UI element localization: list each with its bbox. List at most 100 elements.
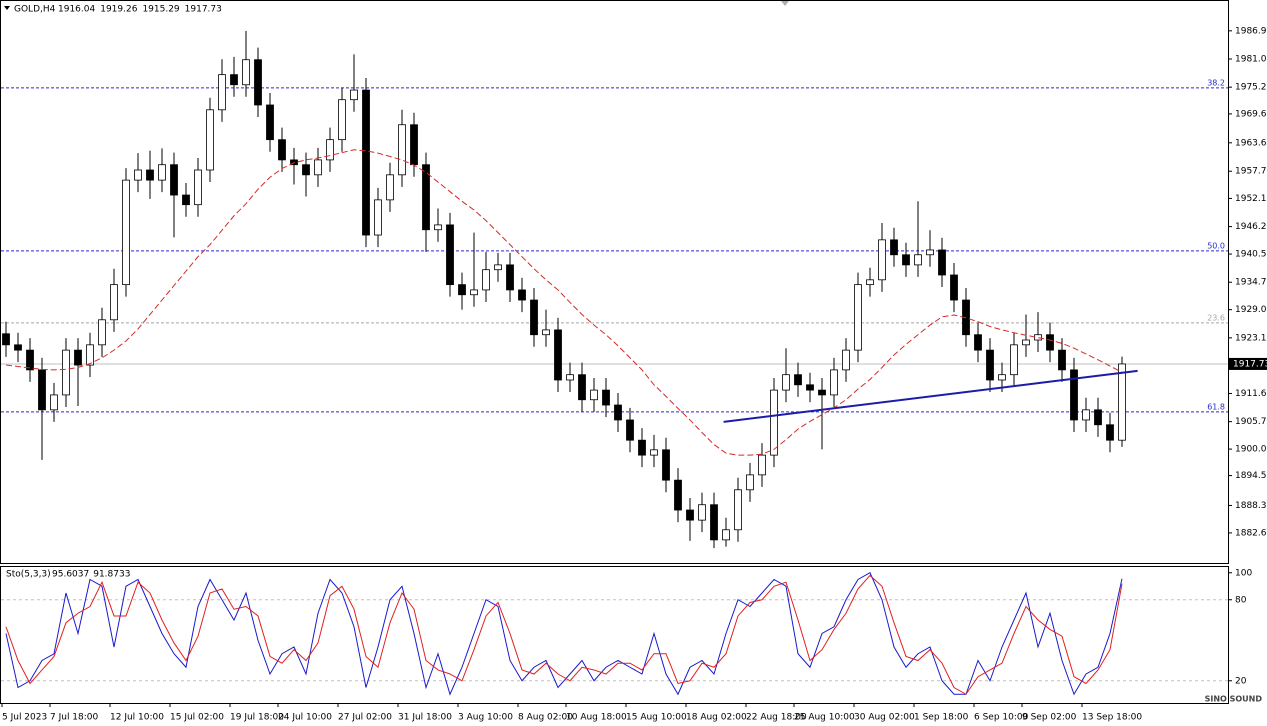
x-tick-label: 24 Jul 10:00 xyxy=(278,713,332,723)
candle-body xyxy=(950,274,958,301)
candle-body xyxy=(362,89,370,236)
moving-average xyxy=(5,149,1123,456)
candle-body xyxy=(734,489,742,531)
candle-body xyxy=(686,509,694,521)
candle-body xyxy=(110,284,118,321)
candle-body xyxy=(1070,369,1078,421)
symbol-title: GOLD,H4 xyxy=(14,5,56,15)
current-price-label: 1917.73 xyxy=(1233,359,1267,369)
candle-body xyxy=(542,329,550,336)
candle-body xyxy=(662,449,670,481)
y-tick-label: 20 xyxy=(1235,676,1247,686)
x-tick-label: 25 Aug 10:00 xyxy=(794,713,855,723)
y-tick-label: 1952.10 xyxy=(1235,194,1267,204)
candle-body xyxy=(518,289,526,301)
y-tick-label: 1969.65 xyxy=(1235,109,1267,119)
candle-body xyxy=(170,164,178,196)
menu-arrow xyxy=(4,6,10,10)
candle-body xyxy=(86,344,94,366)
x-tick-label: 15 Jul 02:00 xyxy=(170,713,224,723)
quote-value: 1919.26 xyxy=(100,5,137,15)
candle-body xyxy=(182,194,190,206)
candle-body xyxy=(854,284,862,351)
candle-body xyxy=(914,254,922,266)
candle-body xyxy=(1106,424,1114,441)
candle-body xyxy=(638,439,646,456)
quote-value: 1916.04 xyxy=(58,5,95,15)
candle-body xyxy=(470,289,478,296)
candle-body xyxy=(554,329,562,381)
y-tick-label: 1888.35 xyxy=(1235,501,1267,511)
x-tick-label: 30 Aug 02:00 xyxy=(854,713,915,723)
oscillator-line xyxy=(5,572,1123,696)
candle-body xyxy=(866,279,874,286)
x-tick-label: 3 Aug 10:00 xyxy=(458,713,513,723)
candle-body xyxy=(422,164,430,231)
candle-body xyxy=(878,239,886,281)
watermark: SINO SOUND xyxy=(1205,695,1263,704)
candle-body xyxy=(602,389,610,406)
candle-body xyxy=(794,374,802,386)
candle-body xyxy=(722,529,730,541)
x-tick-label: 27 Jul 02:00 xyxy=(338,713,392,723)
y-tick-label: 1894.55 xyxy=(1235,471,1267,481)
oscillator-title: Sto(5,3,3) xyxy=(6,570,51,580)
trendline xyxy=(723,369,1138,423)
candle-body xyxy=(26,349,34,371)
y-tick-label: 1981.05 xyxy=(1235,54,1267,64)
candle-body xyxy=(50,394,58,411)
candle-body xyxy=(386,174,394,201)
candle-body xyxy=(998,374,1006,381)
candle-body xyxy=(650,449,658,456)
candle-body xyxy=(530,299,538,336)
candle-body xyxy=(566,374,574,381)
candle-body xyxy=(782,374,790,391)
candle-body xyxy=(494,264,502,271)
candle-body xyxy=(578,374,586,401)
oscillator-panel xyxy=(0,566,1229,704)
candle-body xyxy=(506,264,514,291)
shift-marker xyxy=(781,1,789,6)
oscillator-value: 95.6037 xyxy=(52,570,89,580)
oscillator-line xyxy=(5,574,1123,695)
y-tick-label: 1911.60 xyxy=(1235,389,1267,399)
candle-body xyxy=(206,109,214,171)
candle-body xyxy=(902,254,910,266)
candle-body xyxy=(626,419,634,441)
y-tick-label: 1905.75 xyxy=(1235,417,1267,427)
candle-body xyxy=(122,179,130,286)
candle-body xyxy=(446,224,454,286)
candle-body xyxy=(482,269,490,291)
candle-body xyxy=(890,239,898,256)
candle-body xyxy=(74,349,82,366)
y-tick-label: 1963.65 xyxy=(1235,138,1267,148)
candle-body xyxy=(698,504,706,521)
candle-body xyxy=(1010,344,1018,376)
candle-body xyxy=(842,349,850,371)
y-tick-label: 1882.65 xyxy=(1235,528,1267,538)
candle-body xyxy=(1046,334,1054,351)
candle-body xyxy=(374,199,382,236)
x-tick-label: 18 Aug 02:00 xyxy=(686,713,747,723)
candle-body xyxy=(1034,334,1042,341)
candle-body xyxy=(674,479,682,511)
candle-body xyxy=(938,249,946,276)
candle-body xyxy=(194,169,202,206)
candle-body xyxy=(38,369,46,411)
candle-body xyxy=(1082,409,1090,421)
candle-body xyxy=(434,224,442,231)
x-tick-label: 1 Sep 18:00 xyxy=(914,713,969,723)
x-tick-label: 5 Jul 2023 xyxy=(2,713,47,723)
current-price-box xyxy=(1228,357,1267,370)
candle-body xyxy=(974,334,982,351)
oscillator-value: 91.8733 xyxy=(93,570,130,580)
candle-body xyxy=(278,139,286,161)
fib-label: 61.8 xyxy=(1207,402,1225,411)
candle-body xyxy=(242,59,250,86)
x-tick-label: 15 Aug 10:00 xyxy=(626,713,687,723)
x-tick-label: 9 Sep 02:00 xyxy=(1022,713,1077,723)
candle-body xyxy=(926,249,934,256)
candle-body xyxy=(254,59,262,106)
x-tick-label: 22 Aug 18:00 xyxy=(746,713,807,723)
